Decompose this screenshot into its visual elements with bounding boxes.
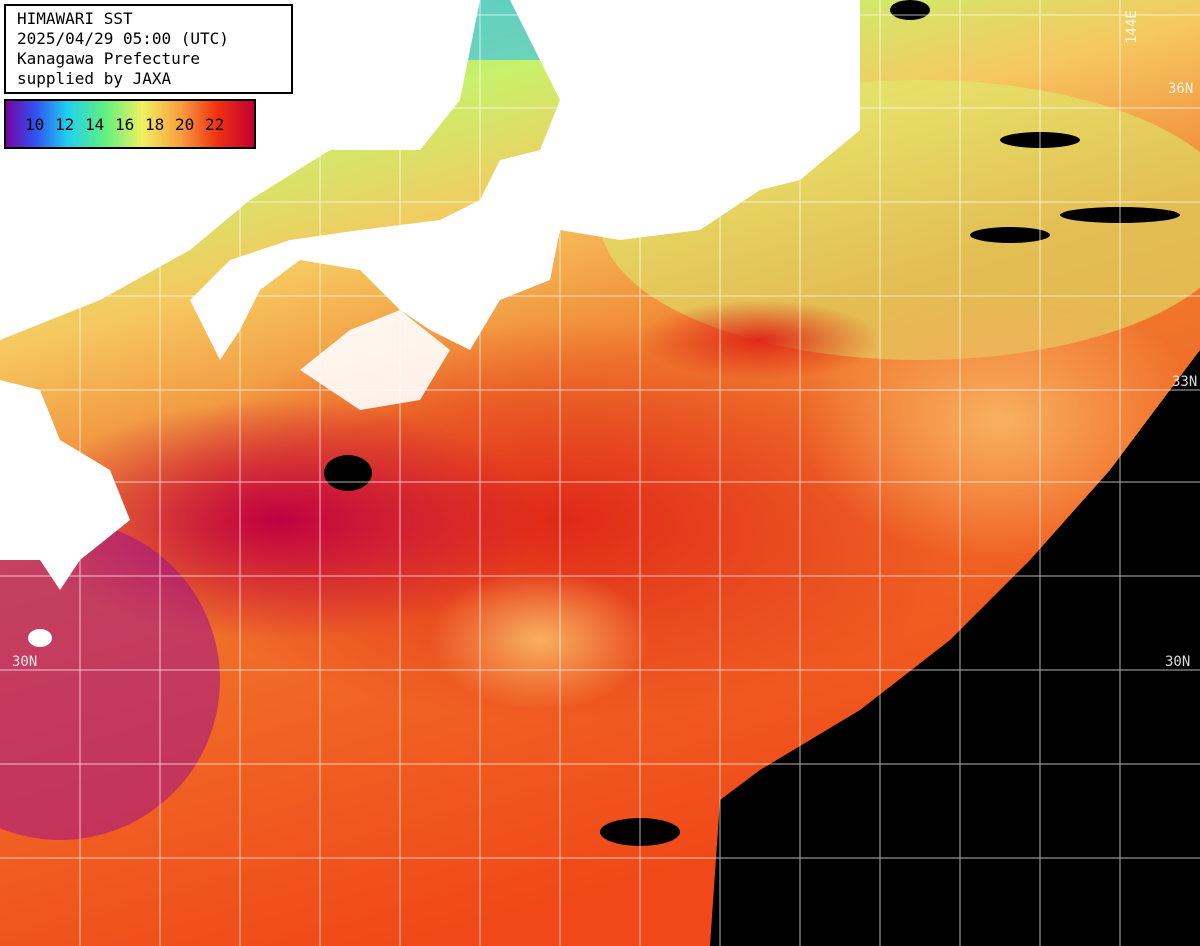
- lon-label: 144E: [1124, 10, 1140, 44]
- colorbar-label: 16: [115, 115, 134, 134]
- colorbar-label: 14: [85, 115, 104, 134]
- title-line: 2025/04/29 05:00 (UTC): [17, 29, 229, 48]
- lat-label: 33N: [1172, 374, 1197, 390]
- colorbar-label: 20: [175, 115, 194, 134]
- lat-label: 30N: [12, 654, 37, 670]
- lat-label: 30N: [1165, 654, 1190, 670]
- colorbar-label: 18: [145, 115, 164, 134]
- colorbar: 10 12 14 16 18 20 22: [4, 99, 256, 149]
- title-line: HIMAWARI SST: [17, 9, 133, 28]
- title-line: supplied by JAXA: [17, 69, 171, 88]
- lat-label: 36N: [1168, 81, 1193, 97]
- colorbar-label: 12: [55, 115, 74, 134]
- title-line: Kanagawa Prefecture: [17, 49, 200, 68]
- colorbar-label: 10: [25, 115, 44, 134]
- grid-labels: 36N 33N 30N 30N 144E: [12, 10, 1197, 670]
- colorbar-label: 22: [205, 115, 224, 134]
